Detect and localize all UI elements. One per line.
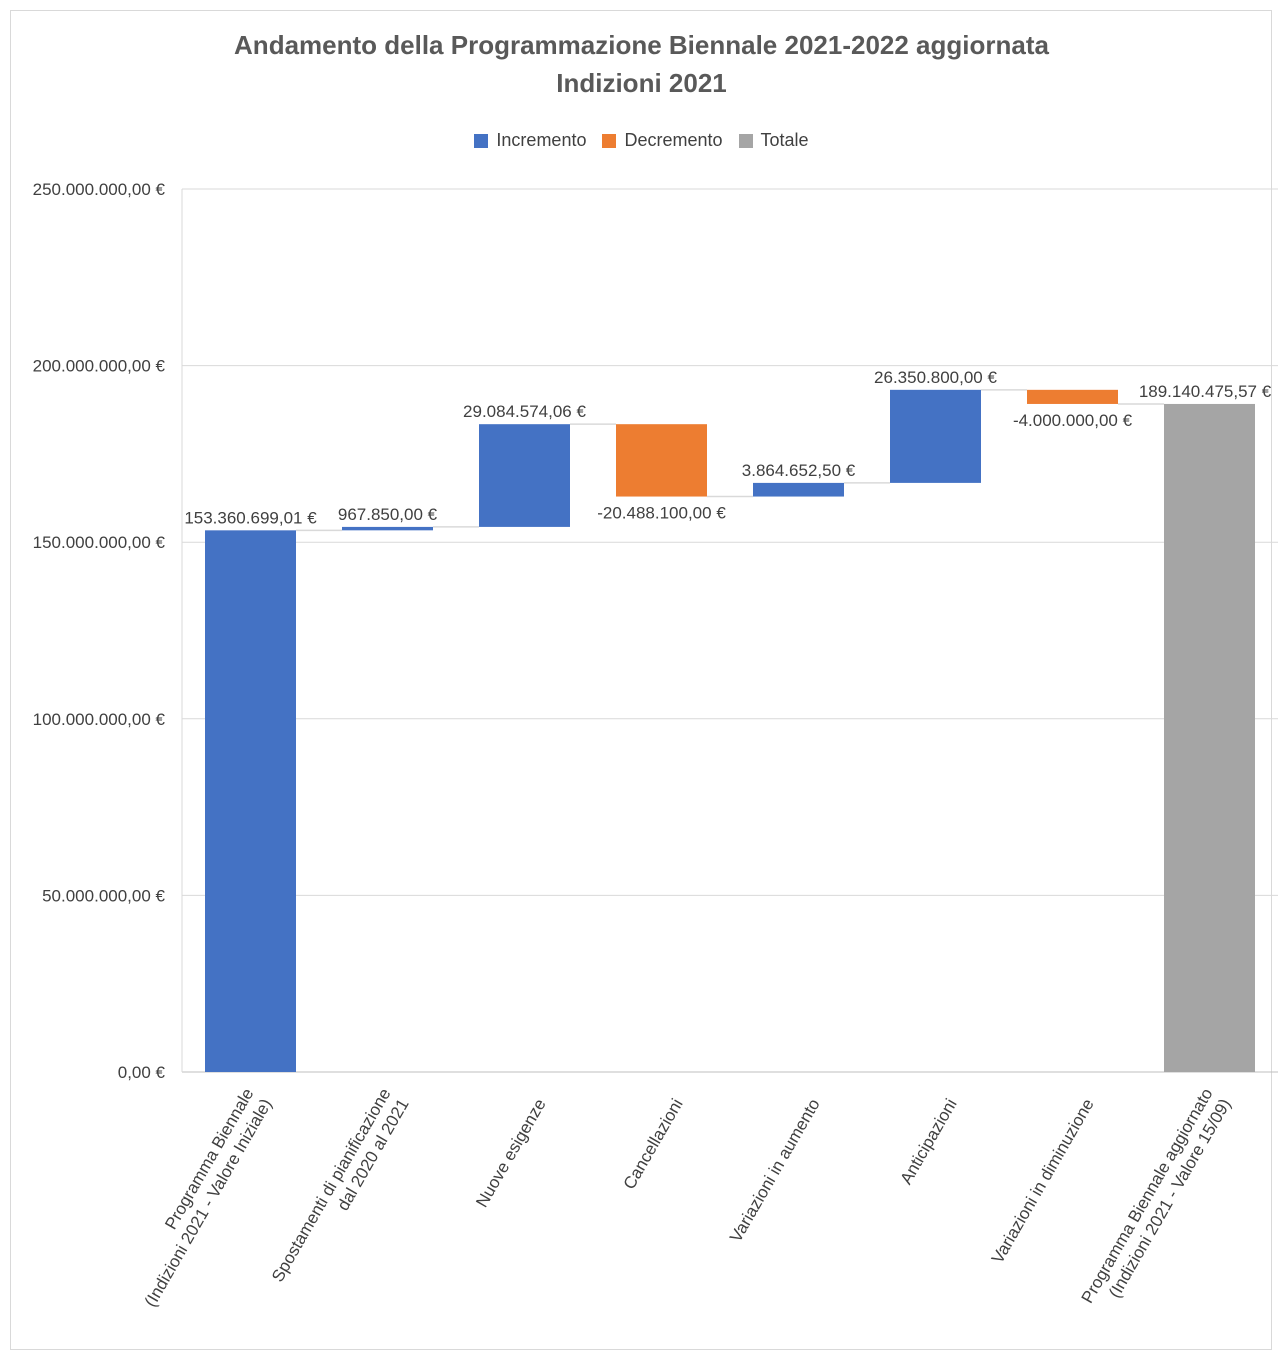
- data-label: 967.850,00 €: [338, 505, 438, 524]
- legend-item-totale: Totale: [738, 130, 809, 151]
- legend: Incremento Decremento Totale: [0, 130, 1283, 151]
- category-label-line: Anticipazioni: [897, 1096, 961, 1188]
- bar-5: [753, 482, 844, 497]
- category-label: Anticipazioni: [897, 1096, 961, 1188]
- category-label: Nuove esigenze: [472, 1096, 549, 1211]
- category-label-line: Programma Biennale aggiornato: [1078, 1085, 1217, 1306]
- legend-swatch-incremento: [474, 133, 489, 148]
- y-tick-label: 50.000.000,00 €: [42, 886, 165, 905]
- bar-2: [342, 526, 433, 531]
- category-label: Programma Biennale aggiornato(Indizioni …: [1078, 1085, 1235, 1306]
- category-label-line: (Indizioni 2021 - Valore 15/09): [1105, 1096, 1235, 1302]
- data-label: 3.864.652,50 €: [742, 461, 856, 480]
- category-label: Programma Biennale(Indizioni 2021 - Valo…: [141, 1085, 276, 1311]
- bar-1: [205, 530, 296, 1072]
- y-tick-label: 150.000.000,00 €: [33, 533, 166, 552]
- category-label-line: Variazioni in diminuzione: [988, 1096, 1098, 1267]
- category-label-line: Variazioni in aumento: [726, 1096, 824, 1246]
- category-label: Variazioni in aumento: [726, 1096, 824, 1246]
- legend-swatch-totale: [738, 133, 753, 148]
- bar-4: [616, 424, 707, 497]
- legend-label-decremento: Decremento: [624, 130, 723, 150]
- chart-title: Andamento della Programmazione Biennale …: [234, 30, 1049, 60]
- category-label-line: Nuove esigenze: [472, 1096, 549, 1211]
- data-label: 26.350.800,00 €: [874, 368, 997, 387]
- y-tick-label: 200.000.000,00 €: [33, 357, 166, 376]
- legend-label-incremento: Incremento: [496, 130, 587, 150]
- legend-label-totale: Totale: [760, 130, 809, 150]
- legend-item-incremento: Incremento: [474, 130, 586, 151]
- data-label: -20.488.100,00 €: [597, 504, 726, 523]
- category-label-line: (Indizioni 2021 - Valore Iniziale): [141, 1096, 276, 1311]
- legend-item-decremento: Decremento: [602, 130, 723, 151]
- data-label: 153.360.699,01 €: [184, 508, 317, 527]
- category-label: Cancellazioni: [620, 1096, 687, 1193]
- legend-swatch-decremento: [602, 133, 617, 148]
- y-tick-label: 100.000.000,00 €: [33, 710, 166, 729]
- category-label-line: Spostamenti di pianificazione: [268, 1085, 395, 1285]
- y-tick-label: 0,00 €: [118, 1063, 166, 1082]
- bar-7: [1027, 389, 1118, 404]
- data-label: 189.140.475,57 €: [1139, 382, 1272, 401]
- category-label-line: Cancellazioni: [620, 1096, 687, 1193]
- data-label: 29.084.574,06 €: [463, 402, 586, 421]
- chart-title-line2: Indizioni 2021: [556, 68, 727, 98]
- bar-3: [479, 424, 570, 527]
- y-tick-label: 250.000.000,00 €: [33, 180, 166, 199]
- data-label: -4.000.000,00 €: [1013, 411, 1133, 430]
- bar-8: [1164, 403, 1255, 1073]
- bar-6: [890, 389, 981, 483]
- category-label: Variazioni in diminuzione: [988, 1096, 1098, 1267]
